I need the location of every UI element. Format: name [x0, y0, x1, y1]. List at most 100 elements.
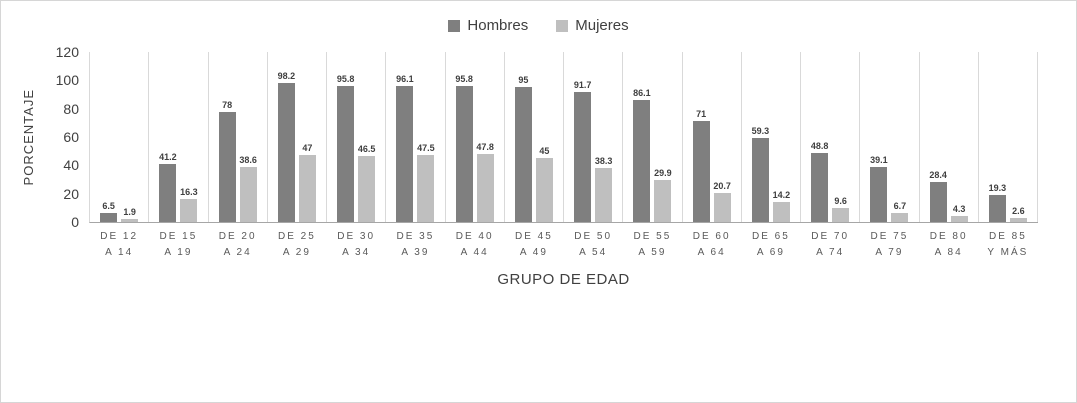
bar-mujeres [239, 167, 257, 222]
bar-hombres [751, 138, 769, 222]
y-tick-label: 40 [63, 157, 79, 174]
bar-group: 96.1 47.5 [386, 52, 446, 222]
bar-column-hombres: 91.7 [572, 52, 593, 222]
bar-value-label: 6.5 [102, 200, 115, 211]
bar-value-label: 46.5 [357, 144, 376, 155]
bar-hombres [218, 111, 236, 222]
bar-mujeres [891, 212, 909, 222]
bar-mujeres [950, 215, 968, 222]
x-category-label: DE 45 A 49 [514, 231, 553, 258]
bar-hombres [455, 86, 473, 222]
bar-value-label: 95.8 [336, 74, 355, 85]
bar-hombres [159, 163, 177, 222]
y-tick-label: 80 [63, 100, 79, 117]
bar-mujeres [832, 208, 850, 222]
bar-hombres [396, 85, 414, 222]
bar-group: 59.3 14.2 [742, 52, 801, 222]
x-axis-category-labels: DE 12 A 14 DE 15 A 19 DE 20 A 24 DE 25 A 29 DE 3… [89, 229, 1038, 261]
bar-hombres [100, 212, 118, 222]
y-axis-ticks: 0 20 40 60 80 100 120 [41, 45, 89, 229]
bar-column-hombres: 19.3 [987, 52, 1008, 222]
y-axis-title: PORCENTAJE [20, 88, 36, 186]
bar-column-hombres: 48.8 [809, 52, 830, 222]
x-category-label: DE 50 A 54 [574, 231, 613, 258]
bar-hombres [633, 100, 651, 222]
bar-column-hombres: 95.8 [335, 52, 356, 222]
bar-hombres [574, 92, 592, 222]
legend-label-hombres: Hombres [467, 17, 529, 34]
bar-group: 6.5 1.9 [90, 52, 150, 222]
bar-group: 41.2 16.3 [149, 52, 209, 222]
bar-mujeres [476, 154, 494, 222]
bar-mujeres [1009, 218, 1027, 222]
bar-mujeres [595, 167, 613, 222]
bar-column-hombres: 41.2 [157, 52, 178, 222]
y-tick-label: 20 [63, 185, 79, 202]
bar-value-label: 98.2 [277, 70, 296, 81]
bar-group: 39.1 6.7 [860, 52, 920, 222]
y-tick-label: 120 [55, 44, 79, 60]
bar-value-label: 45 [539, 146, 550, 157]
bar-column-mujeres: 9.6 [830, 52, 851, 222]
bar-value-label: 2.6 [1012, 206, 1025, 217]
bar-value-label: 29.9 [654, 167, 672, 178]
bar-value-label: 39.1 [870, 154, 888, 165]
bar-mujeres [772, 201, 790, 222]
bar-group: 95.8 46.5 [327, 52, 387, 222]
y-axis-title-column: PORCENTAJE [15, 52, 41, 222]
x-category-label: DE 75 A 79 [870, 231, 909, 258]
bar-group: 91.7 38.3 [564, 52, 624, 222]
bar-column-mujeres: 47.5 [415, 52, 436, 222]
x-category-label: DE 40 A 44 [455, 231, 494, 258]
bar-value-label: 4.3 [952, 203, 966, 214]
y-tick-label: 100 [55, 72, 79, 89]
bar-group: 95 45 [505, 52, 564, 222]
legend-item-hombres: Hombres [448, 17, 528, 34]
bar-value-label: 20.7 [713, 180, 731, 191]
bar-value-label: 78 [222, 99, 233, 110]
bar-value-label: 95 [518, 75, 529, 86]
bar-column-mujeres: 20.7 [712, 52, 733, 222]
bar-group: 19.3 2.6 [979, 52, 1038, 222]
bar-mujeres [121, 219, 139, 222]
bar-column-mujeres: 38.6 [238, 52, 259, 222]
bar-column-mujeres: 38.3 [593, 52, 614, 222]
bar-column-mujeres: 2.6 [1008, 52, 1029, 222]
x-category-label: DE 25 A 29 [277, 231, 316, 258]
bar-value-label: 28.4 [929, 169, 947, 180]
bar-hombres [870, 166, 888, 222]
x-category-label: DE 55 A 59 [633, 231, 672, 258]
legend-swatch-hombres [448, 19, 461, 32]
bar-column-mujeres: 46.5 [356, 52, 377, 222]
bar-mujeres [713, 192, 731, 222]
x-category-label: DE 20 A 24 [218, 231, 257, 258]
bar-value-label: 47.8 [476, 142, 494, 153]
legend-swatch-mujeres [556, 19, 569, 32]
x-category-label: DE 80 A 84 [929, 231, 968, 258]
x-category-label: DE 70 A 74 [811, 231, 850, 258]
x-category-label: DE 65 A 69 [751, 231, 790, 258]
bar-value-label: 95.8 [455, 74, 473, 85]
bar-group: 86.1 29.9 [623, 52, 683, 222]
bar-column-mujeres: 47 [297, 52, 318, 222]
x-category-label: DE 30 A 34 [337, 231, 376, 258]
legend: Hombres Mujeres [1, 17, 1076, 34]
bar-value-label: 14.2 [772, 189, 791, 200]
bar-column-mujeres: 1.9 [119, 52, 140, 222]
bar-hombres [514, 87, 532, 222]
y-tick-label: 0 [71, 214, 79, 230]
bar-value-label: 1.9 [123, 207, 136, 218]
bar-value-label: 6.7 [893, 200, 907, 211]
bar-hombres [337, 86, 355, 222]
bar-value-label: 38.6 [239, 155, 257, 166]
bar-group: 71 20.7 [683, 52, 742, 222]
x-category-label: DE 12 A 14 [100, 231, 139, 258]
bar-value-label: 19.3 [988, 182, 1007, 193]
bar-value-label: 86.1 [633, 88, 651, 99]
bar-column-hombres: 78 [217, 52, 238, 222]
legend-label-mujeres: Mujeres [575, 17, 629, 34]
bar-value-label: 91.7 [573, 80, 592, 91]
bar-column-hombres: 96.1 [394, 52, 415, 222]
bar-value-label: 96.1 [396, 73, 414, 84]
